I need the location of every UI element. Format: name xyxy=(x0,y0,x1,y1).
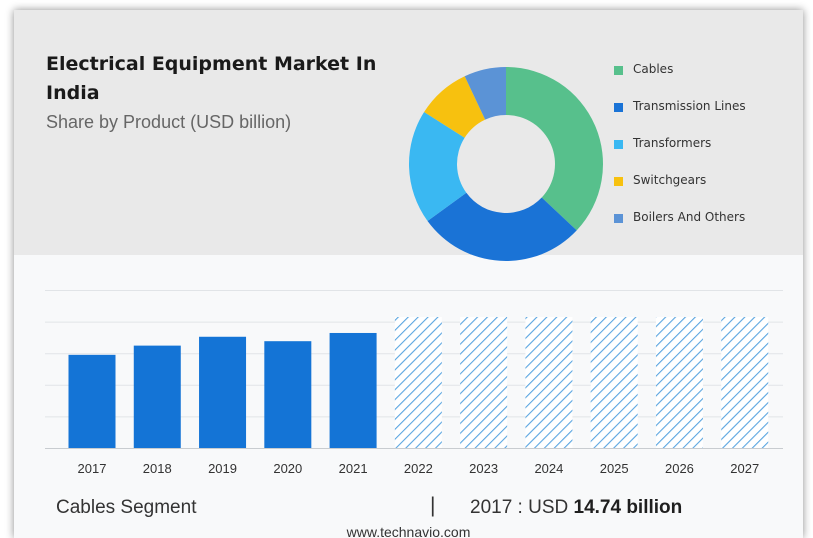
segment-value: 2017 : USD 14.74 billion xyxy=(470,497,682,519)
x-tick-label: 2027 xyxy=(730,461,759,476)
donut-slice-transformers xyxy=(409,112,467,222)
infographic-card: Electrical Equipment Market In India Sha… xyxy=(14,10,803,538)
legend-label: Transformers xyxy=(633,136,712,150)
legend-swatch xyxy=(614,177,623,186)
x-tick-label: 2024 xyxy=(534,461,563,476)
x-tick-label: 2021 xyxy=(339,461,368,476)
forecast-bar-2025 xyxy=(590,317,638,448)
legend-swatch xyxy=(614,66,623,75)
bar-2018 xyxy=(133,345,181,448)
x-tick-label: 2017 xyxy=(78,461,107,476)
donut-chart xyxy=(409,67,603,261)
x-tick-label: 2026 xyxy=(665,461,694,476)
donut-slice-transmission-lines xyxy=(427,192,577,261)
legend-label: Cables xyxy=(633,62,674,76)
bar-2020 xyxy=(264,341,312,448)
segment-label: Cables Segment xyxy=(56,497,197,518)
segment-value-amount: 14.74 billion xyxy=(573,497,683,518)
forecast-bar-2022 xyxy=(394,317,442,448)
forecast-bar-2023 xyxy=(460,317,508,448)
forecast-bar-2024 xyxy=(525,317,573,448)
donut-slice-boilers-and-others xyxy=(464,67,506,120)
legend-swatch xyxy=(614,214,623,223)
chart-subtitle: Share by Product (USD billion) xyxy=(46,112,292,132)
x-tick-label: 2019 xyxy=(208,461,237,476)
donut-panel: Electrical Equipment Market In India Sha… xyxy=(14,10,803,261)
x-tick-label: 2023 xyxy=(469,461,498,476)
x-tick-label: 2018 xyxy=(143,461,172,476)
legend-label: Transmission Lines xyxy=(633,99,746,113)
bar-2021 xyxy=(329,332,377,448)
forecast-bar-2026 xyxy=(655,317,703,448)
bar-chart: 2017 2018 2019 2020 2021 2022 2023 2024 2025 2026… xyxy=(45,290,783,476)
x-tick-label: 2020 xyxy=(273,461,302,476)
x-tick-label: 2022 xyxy=(404,461,433,476)
footer-divider: | xyxy=(430,494,436,517)
bar-2019 xyxy=(199,336,247,448)
source-url: www.technavio.com xyxy=(346,524,471,538)
legend-swatch xyxy=(614,103,623,112)
bar-2017 xyxy=(68,354,116,448)
donut-slice-switchgears xyxy=(424,76,486,138)
x-tick-label: 2025 xyxy=(600,461,629,476)
forecast-bar-2027 xyxy=(721,317,769,448)
legend-label: Boilers And Others xyxy=(633,210,746,224)
legend-swatch xyxy=(614,140,623,149)
chart-title: Electrical Equipment Market In India xyxy=(46,53,377,104)
segment-value-prefix: 2017 : USD xyxy=(470,497,574,518)
donut-slice-cables xyxy=(506,67,603,231)
legend-label: Switchgears xyxy=(633,173,707,187)
